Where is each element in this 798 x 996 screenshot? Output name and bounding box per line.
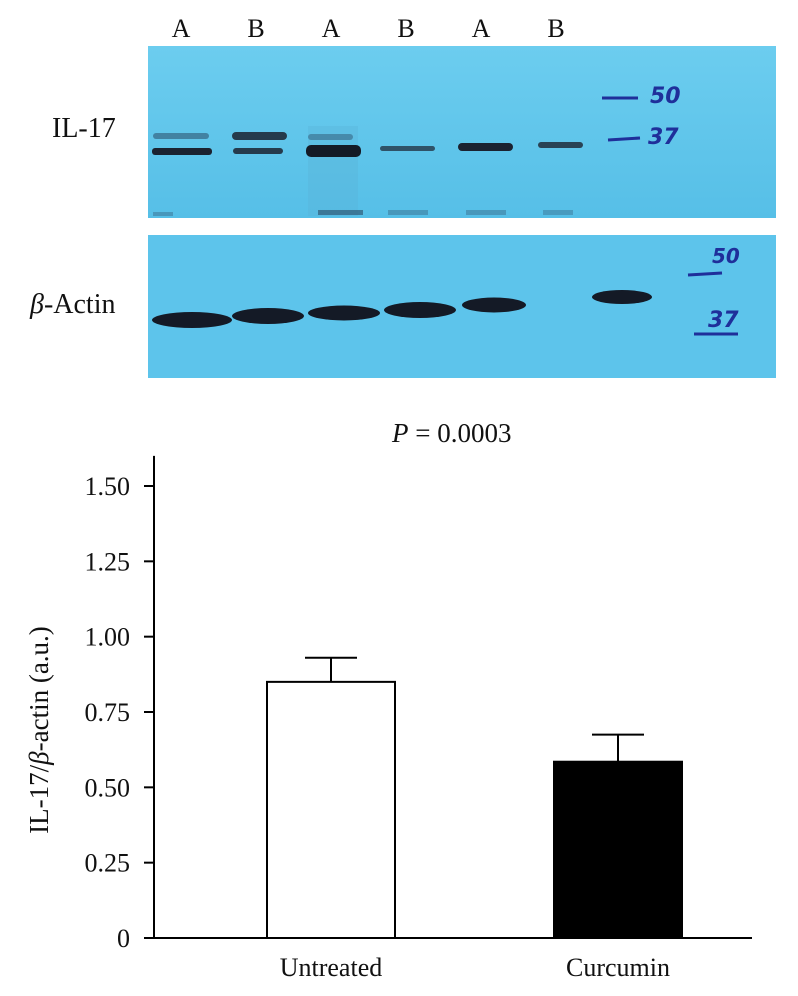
actin-membrane [148,235,776,378]
il17-band-4 [380,146,435,151]
bar-untreated [266,680,396,939]
actin-band-6 [592,290,652,304]
actin-blot-image: 50 37 [148,235,776,378]
il17-band-6 [538,142,583,148]
p-value-label: P = 0.0003 [392,418,511,449]
actin-band-3 [308,305,380,321]
x-category-label: Untreated [280,953,383,982]
actin-band-4 [384,302,456,318]
il17-upper-band-2 [232,132,287,140]
y-tick-label: 0 [117,924,130,953]
il17-upper-band-1 [153,133,209,139]
il17-band-5 [458,143,513,151]
actin-beta-symbol: β [30,289,44,320]
il17-blot-image: 50 37 [148,46,776,218]
actin-band-1 [152,312,232,328]
bar-chart: 0 0.25 0.50 0.75 1.00 1.25 1.50 Untreated Curcu… [24,455,752,982]
lane-label-4: B [397,14,415,43]
p-value-text: = 0.0003 [408,418,512,448]
il17-band-1 [152,148,212,155]
y-tick-label: 1.50 [85,472,131,501]
marker-50-bottom: 50 [712,244,740,268]
y-tick-label: 0.25 [85,849,131,878]
actin-row-label: β-Actin [30,289,115,321]
y-tick-label: 1.00 [85,623,131,652]
lane-label-2: B [247,14,265,43]
y-axis-label: IL-17/β-actin (a.u.) [24,626,54,834]
y-tick-label: 0.75 [85,698,131,727]
marker-50-top: 50 [650,84,681,109]
il17-band-3 [306,145,361,157]
bar-curcumin [553,760,683,939]
actin-band-2 [232,308,304,324]
y-tick-label: 1.25 [85,547,131,576]
p-symbol: P [392,418,409,448]
il17-band-2 [233,148,283,154]
lane-label-1: A [171,14,191,43]
marker-line-50-bottom [687,271,723,277]
actin-band-5 [462,297,526,313]
lane-label-5: A [471,14,491,43]
il17-row-label: IL-17 [52,113,116,144]
actin-label-text: -Actin [43,289,116,320]
marker-37-top: 37 [648,125,679,150]
y-tick-label: 0.50 [85,773,131,802]
marker-37-bottom: 37 [708,308,739,333]
lane-label-3: A [321,14,341,43]
il17-upper-band-3 [308,134,353,140]
lane-label-6: B [547,14,565,43]
marker-line-37-top [607,136,641,142]
x-category-label: Curcumin [566,953,670,982]
